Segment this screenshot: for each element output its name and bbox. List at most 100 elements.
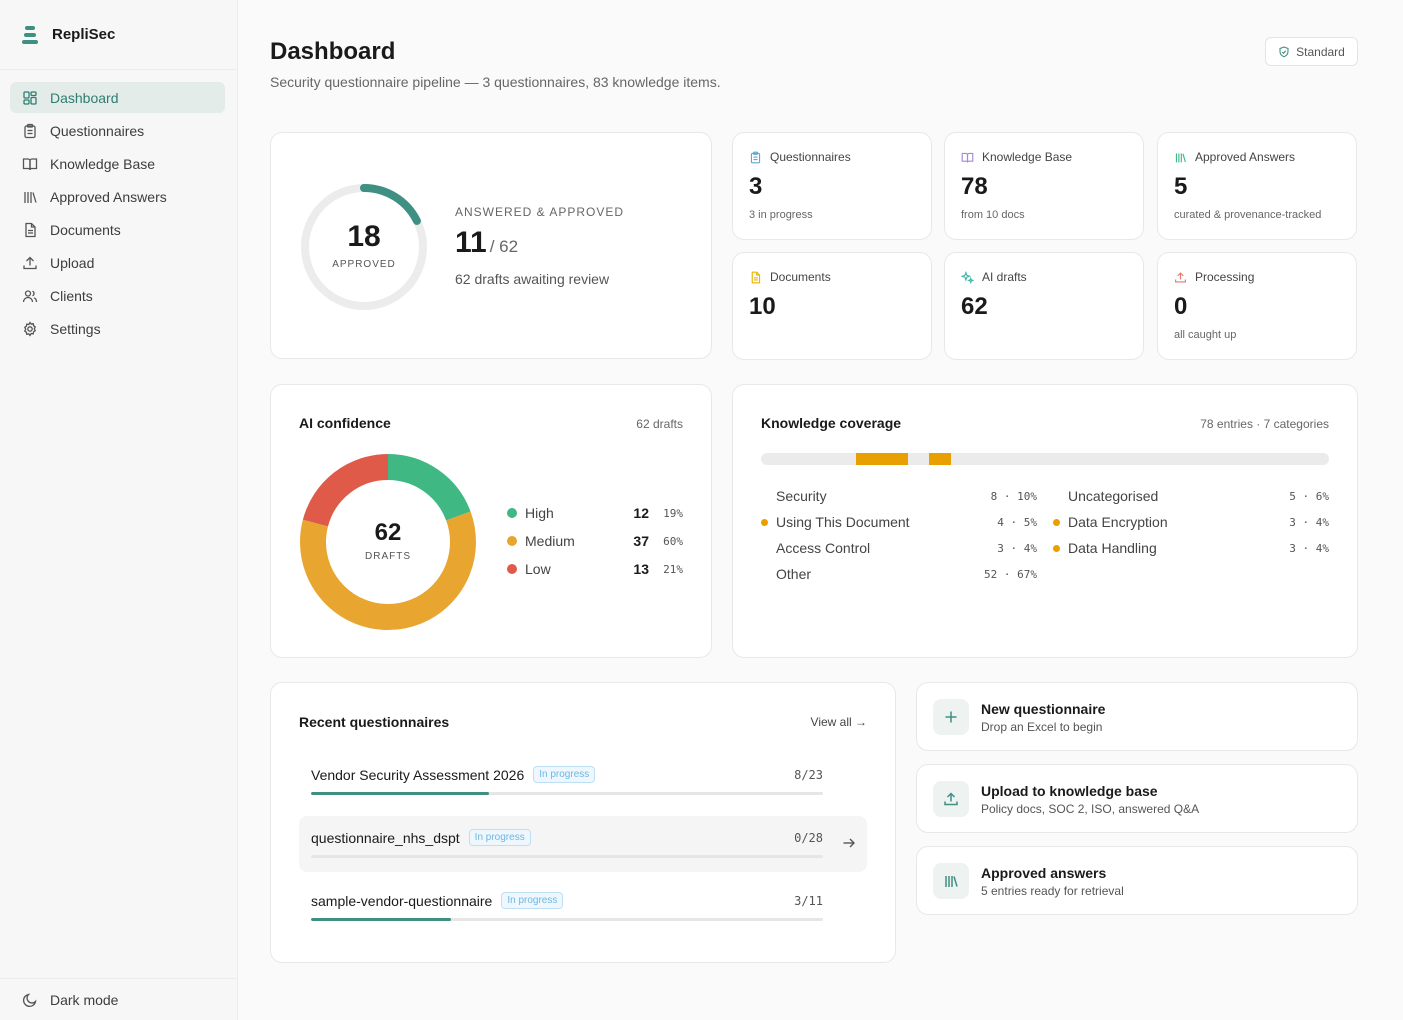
sidebar-item-dashboard[interactable]: Dashboard bbox=[10, 82, 225, 113]
upload-knowledge-base-action[interactable]: Upload to knowledge base Policy docs, SO… bbox=[916, 764, 1358, 833]
legend-pct: 21% bbox=[663, 562, 683, 576]
coverage-name: Access Control bbox=[776, 540, 871, 556]
action-sub: 5 entries ready for retrieval bbox=[981, 884, 1124, 898]
coverage-value: 8 · 10% bbox=[990, 489, 1037, 503]
brand[interactable]: RepliSec bbox=[0, 0, 237, 70]
status-badge: In progress bbox=[501, 892, 564, 909]
approval-ring-arc bbox=[301, 184, 427, 310]
sidebar-item-label: Upload bbox=[50, 254, 95, 271]
coverage-item-other: Other 52 · 67% bbox=[761, 564, 1037, 584]
coverage-name: Other bbox=[776, 566, 812, 582]
legend-count: 37 bbox=[633, 533, 649, 549]
coverage-item-using-this-document: Using This Document 4 · 5% bbox=[761, 512, 1037, 532]
sidebar-item-upload[interactable]: Upload bbox=[10, 247, 225, 278]
coverage-value: 4 · 5% bbox=[997, 515, 1037, 529]
approved-count-label: APPROVED bbox=[332, 259, 396, 270]
answered-approved-value: 11/ 62 bbox=[455, 226, 518, 260]
legend-name: Medium bbox=[525, 533, 575, 549]
sidebar-item-label: Dashboard bbox=[50, 89, 119, 106]
upload-icon bbox=[1175, 271, 1186, 283]
stat-card-documents[interactable]: Documents 10 bbox=[732, 252, 932, 360]
sidebar-item-knowledge-base[interactable]: Knowledge Base bbox=[10, 148, 225, 179]
questionnaire-name-wrap: Vendor Security Assessment 2026 In progr… bbox=[311, 766, 596, 783]
document-icon bbox=[751, 271, 761, 283]
stat-value: 3 bbox=[749, 173, 763, 200]
action-icon-wrap bbox=[933, 863, 969, 899]
clipboard-icon bbox=[750, 151, 761, 163]
questionnaire-row[interactable]: Vendor Security Assessment 2026 In progr… bbox=[299, 753, 867, 809]
coverage-name: Data Handling bbox=[1068, 540, 1157, 556]
plan-badge[interactable]: Standard bbox=[1265, 37, 1358, 66]
action-sub: Drop an Excel to begin bbox=[981, 720, 1103, 734]
coverage-name: Security bbox=[776, 488, 827, 504]
stat-card-knowledge-base[interactable]: Knowledge Base 78 from 10 docs bbox=[944, 132, 1144, 240]
approval-summary-card: 18 APPROVED ANSWERED & APPROVED 11/ 62 6… bbox=[270, 132, 712, 359]
sidebar-item-label: Settings bbox=[50, 320, 101, 337]
action-title: New questionnaire bbox=[981, 701, 1106, 717]
questionnaire-row[interactable]: questionnaire_nhs_dspt In progress 0/28 bbox=[299, 816, 867, 872]
coverage-value: 52 · 67% bbox=[984, 567, 1037, 581]
coverage-item-data-encryption: Data Encryption 3 · 4% bbox=[1053, 512, 1329, 532]
coverage-item-data-handling: Data Handling 3 · 4% bbox=[1053, 538, 1329, 558]
upload-icon bbox=[23, 256, 37, 269]
stat-card-questionnaires[interactable]: Questionnaires 3 3 in progress bbox=[732, 132, 932, 240]
library-icon bbox=[945, 876, 958, 887]
library-icon bbox=[1175, 152, 1186, 162]
coverage-item-uncategorised: Uncategorised 5 · 6% bbox=[1053, 486, 1329, 506]
legend-pct: 60% bbox=[663, 534, 683, 548]
legend-count: 13 bbox=[633, 561, 649, 577]
new-questionnaire-action[interactable]: New questionnaire Drop an Excel to begin bbox=[916, 682, 1358, 751]
sidebar-item-clients[interactable]: Clients bbox=[10, 280, 225, 311]
donut-center-value: 62 bbox=[374, 519, 402, 546]
sidebar-item-settings[interactable]: Settings bbox=[10, 313, 225, 344]
approved-answers-action[interactable]: Approved answers 5 entries ready for ret… bbox=[916, 846, 1358, 915]
questionnaire-name: sample-vendor-questionnaire bbox=[311, 892, 493, 909]
drafts-awaiting-review: 62 drafts awaiting review bbox=[455, 271, 610, 287]
stat-card-ai-drafts[interactable]: AI drafts 62 bbox=[944, 252, 1144, 360]
dashboard-grid-icon bbox=[23, 90, 37, 105]
donut-slice-medium bbox=[300, 454, 476, 630]
status-badge: In progress bbox=[468, 829, 531, 846]
stat-label: Processing bbox=[1195, 270, 1255, 284]
stat-label: Documents bbox=[770, 270, 831, 284]
donut-center-label: DRAFTS bbox=[365, 551, 411, 562]
questionnaire-progress-fill bbox=[311, 918, 451, 921]
legend-high: High 12 19% bbox=[507, 503, 683, 523]
questionnaire-progress-track bbox=[311, 792, 823, 795]
stat-sub: curated & provenance-tracked bbox=[1174, 209, 1322, 221]
coverage-segment bbox=[855, 453, 908, 465]
sidebar-item-documents[interactable]: Documents bbox=[10, 214, 225, 245]
clipboard-icon bbox=[24, 123, 36, 138]
legend-low: Low 13 21% bbox=[507, 559, 683, 579]
answered-approved-count: 11 bbox=[455, 226, 487, 259]
dark-mode-label: Dark mode bbox=[50, 991, 119, 1008]
coverage-name: Data Encryption bbox=[1068, 514, 1168, 530]
stat-card-processing[interactable]: Processing 0 all caught up bbox=[1157, 252, 1357, 360]
sidebar-item-questionnaires[interactable]: Questionnaires bbox=[10, 115, 225, 146]
upload-icon bbox=[944, 792, 958, 806]
arrow-right-icon[interactable] bbox=[841, 835, 857, 851]
coverage-dot bbox=[761, 571, 768, 578]
legend-pct: 19% bbox=[663, 506, 683, 520]
questionnaire-progress-count: 0/28 bbox=[794, 831, 823, 845]
coverage-value: 3 · 4% bbox=[1289, 541, 1329, 555]
stat-card-approved-answers[interactable]: Approved Answers 5 curated & provenance-… bbox=[1157, 132, 1357, 240]
questionnaire-progress-track bbox=[311, 855, 823, 858]
plan-badge-label: Standard bbox=[1296, 44, 1345, 59]
sidebar-item-label: Questionnaires bbox=[50, 122, 145, 139]
ai-confidence-meta: 62 drafts bbox=[636, 417, 683, 431]
sidebar-item-approved-answers[interactable]: Approved Answers bbox=[10, 181, 225, 212]
replisec-logo-icon bbox=[22, 25, 38, 44]
dark-mode-toggle[interactable]: Dark mode bbox=[0, 978, 237, 1020]
questionnaire-name-wrap: sample-vendor-questionnaire In progress bbox=[311, 892, 564, 909]
ai-confidence-title: AI confidence bbox=[299, 415, 391, 431]
questionnaire-row[interactable]: sample-vendor-questionnaire In progress … bbox=[299, 879, 867, 935]
questionnaire-progress-fill bbox=[311, 792, 490, 795]
questionnaire-name: Vendor Security Assessment 2026 bbox=[311, 766, 525, 783]
shield-icon bbox=[1279, 45, 1289, 57]
page-title: Dashboard bbox=[270, 38, 396, 65]
view-all-link[interactable]: View all → bbox=[810, 715, 867, 729]
coverage-item-security: Security 8 · 10% bbox=[761, 486, 1037, 506]
sidebar-item-label: Knowledge Base bbox=[50, 155, 156, 172]
coverage-name: Uncategorised bbox=[1068, 488, 1159, 504]
